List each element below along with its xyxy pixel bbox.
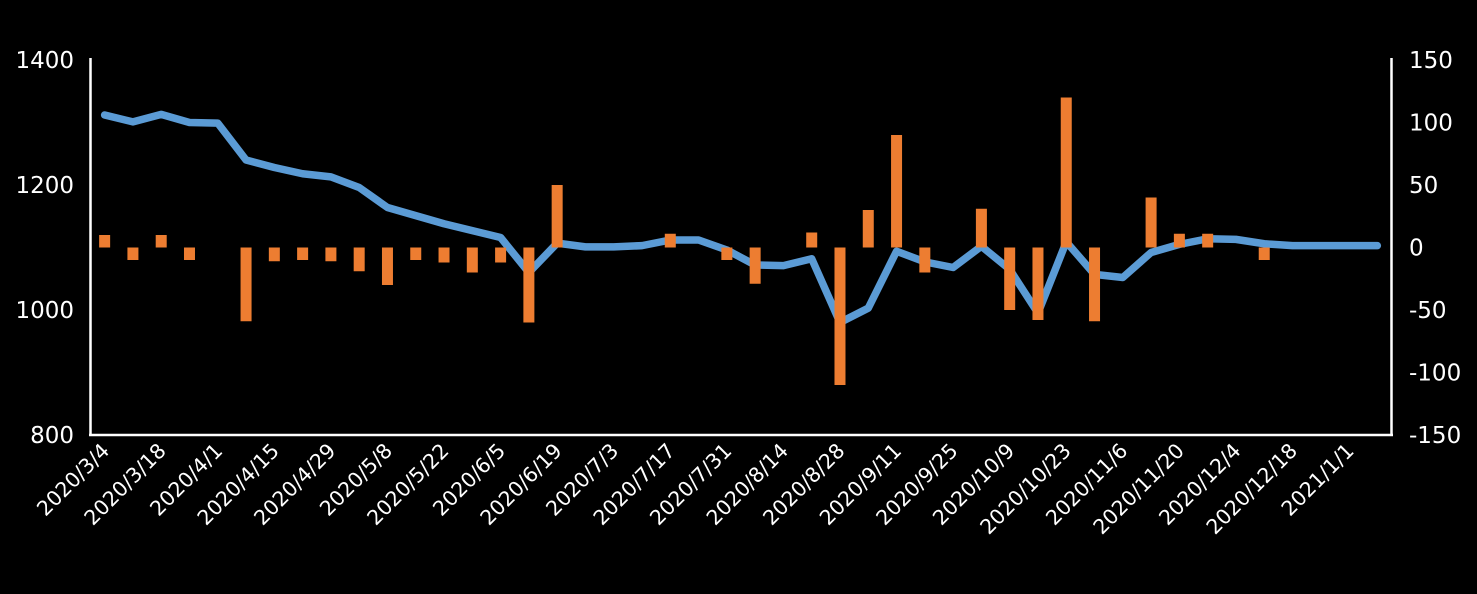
delta-bar	[438, 247, 450, 263]
y-right-tick-label: 150	[1409, 48, 1453, 74]
delta-bar	[1004, 247, 1016, 310]
delta-bar	[410, 247, 422, 260]
delta-bar	[495, 247, 507, 263]
delta-bar	[240, 247, 252, 322]
delta-bar	[862, 210, 874, 248]
delta-bar	[1060, 97, 1072, 248]
y-right-tick-label: -100	[1409, 361, 1461, 387]
delta-bar	[297, 247, 309, 260]
line-series-group	[100, 110, 1382, 327]
y-axis-right-labels: 150 100 50 0 -50 -100 -150	[1409, 48, 1461, 449]
y-left-tick-label: 800	[30, 423, 74, 449]
y-right-tick-label: 50	[1409, 173, 1438, 199]
delta-bar	[381, 247, 393, 285]
y-axis-left-labels: 1400 1200 1000 800	[15, 48, 74, 449]
delta-bar	[1089, 247, 1101, 322]
delta-bar	[1202, 233, 1214, 248]
delta-bar	[749, 247, 761, 284]
delta-bar	[1032, 247, 1044, 320]
delta-bar	[1173, 233, 1185, 248]
y-right-tick-label: 0	[1409, 236, 1424, 262]
delta-bar	[891, 135, 903, 248]
delta-bar	[1258, 247, 1270, 260]
delta-bar	[523, 247, 535, 323]
delta-bar	[834, 247, 846, 385]
y-right-tick-label: -150	[1409, 423, 1461, 449]
y-left-tick-label: 1400	[15, 48, 74, 74]
y-left-tick-label: 1000	[15, 298, 74, 324]
delta-bar	[664, 233, 676, 248]
delta-bar	[127, 247, 139, 260]
y-right-tick-label: 100	[1409, 111, 1453, 137]
delta-bar	[466, 247, 478, 273]
delta-bar	[155, 235, 167, 248]
delta-bar	[99, 235, 111, 248]
trend-line	[100, 110, 1382, 327]
bar-series-group	[99, 97, 1270, 385]
delta-bar	[975, 208, 987, 248]
delta-bar	[551, 185, 563, 248]
delta-bar	[806, 232, 818, 248]
y-right-tick-label: -50	[1409, 298, 1447, 324]
y-left-tick-label: 1200	[15, 173, 74, 199]
delta-bar	[353, 247, 365, 272]
delta-bar	[183, 247, 195, 260]
x-axis-labels: 2020/3/42020/3/182020/4/12020/4/152020/4…	[32, 439, 1359, 540]
delta-bar	[325, 247, 337, 262]
delta-bar	[919, 247, 931, 273]
delta-bar	[721, 247, 733, 260]
delta-bar	[1145, 197, 1157, 248]
axes-group	[89, 58, 1393, 437]
delta-bar	[268, 247, 280, 262]
